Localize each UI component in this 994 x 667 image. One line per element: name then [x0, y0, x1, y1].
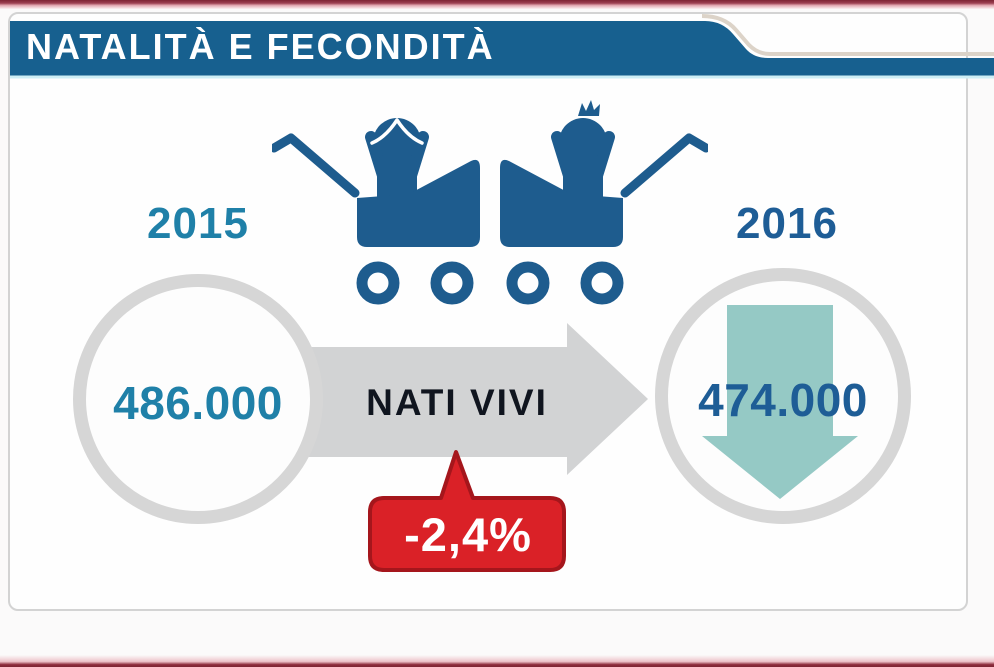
- page-title: NATALITÀ E FECONDITÀ: [26, 26, 495, 67]
- twin-baby-prams-icon: [272, 100, 708, 311]
- banner-ribbon-shape: [10, 21, 994, 76]
- down-arrow-icon: [702, 305, 858, 499]
- pram-right: [500, 118, 706, 299]
- change-badge-shape: [368, 450, 566, 572]
- value-right: 474.000: [698, 374, 868, 426]
- flow-label: NATI VIVI: [366, 382, 548, 423]
- down-arrow-polygon: [702, 305, 858, 499]
- right-arrow-shape: [295, 323, 648, 475]
- header-banner: [10, 14, 994, 79]
- year-label-right: 2016: [736, 199, 838, 248]
- pram-left: [274, 118, 480, 299]
- value-left: 486.000: [113, 377, 283, 429]
- baby-hair-tuft: [578, 100, 600, 116]
- change-value: -2,4%: [404, 507, 532, 561]
- baby-cap-seam: [370, 118, 424, 145]
- bottom-accent-line: [0, 655, 994, 667]
- change-badge: [368, 450, 566, 572]
- arrow-polygon: [295, 323, 648, 475]
- banner-step-outline: [701, 14, 994, 56]
- top-accent-line: [0, 0, 994, 9]
- year-label-left: 2015: [147, 199, 249, 248]
